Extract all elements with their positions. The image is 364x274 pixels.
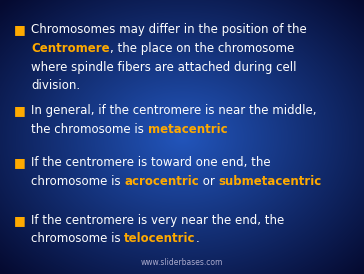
- Text: where spindle fibers are attached during cell: where spindle fibers are attached during…: [31, 61, 296, 73]
- Text: acrocentric: acrocentric: [124, 175, 199, 188]
- Text: submetacentric: submetacentric: [219, 175, 322, 188]
- Text: If the centromere is toward one end, the: If the centromere is toward one end, the: [31, 156, 270, 169]
- Text: metacentric: metacentric: [147, 123, 227, 136]
- Text: Chromosomes may differ in the position of the: Chromosomes may differ in the position o…: [31, 23, 307, 36]
- Text: division.: division.: [31, 79, 80, 92]
- Text: If the centromere is very near the end, the: If the centromere is very near the end, …: [31, 214, 284, 227]
- Text: telocentric: telocentric: [124, 232, 196, 245]
- Text: ■: ■: [14, 23, 25, 36]
- Text: ■: ■: [14, 156, 25, 169]
- Text: chromosome is: chromosome is: [31, 232, 124, 245]
- Text: .: .: [196, 232, 199, 245]
- Text: or: or: [199, 175, 219, 188]
- Text: chromosome is: chromosome is: [31, 175, 124, 188]
- Text: , the place on the chromosome: , the place on the chromosome: [110, 42, 294, 55]
- Text: In general, if the centromere is near the middle,: In general, if the centromere is near th…: [31, 104, 316, 117]
- Text: ■: ■: [14, 104, 25, 117]
- Text: the chromosome is: the chromosome is: [31, 123, 147, 136]
- Text: Centromere: Centromere: [31, 42, 110, 55]
- Text: ■: ■: [14, 214, 25, 227]
- Text: www.sliderbases.com: www.sliderbases.com: [141, 258, 223, 267]
